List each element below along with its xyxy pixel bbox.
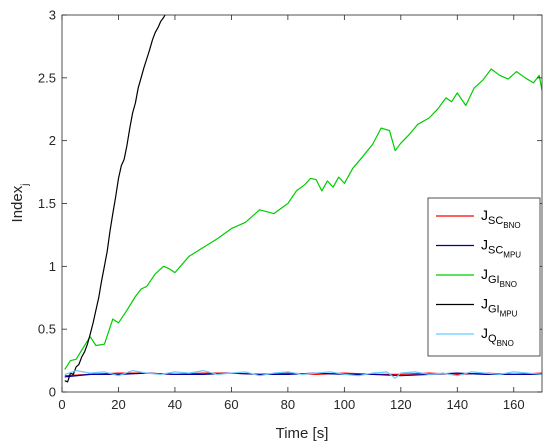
series-layer: [64, 15, 542, 383]
legend-label-subsub: BNO: [497, 339, 514, 348]
legend-label-subsub: MPU: [503, 251, 521, 260]
y-tick-label: 0.5: [38, 322, 56, 337]
y-tick-label: 0: [49, 385, 56, 400]
legend-item: JGIMPU: [436, 296, 518, 319]
legend-label: JSCBNO: [481, 207, 521, 230]
x-tick-label: 120: [390, 397, 412, 412]
y-tick-label: 1.5: [38, 196, 56, 211]
y-tick-label: 3: [49, 8, 56, 23]
x-tick-label: 80: [281, 397, 295, 412]
legend-label-sub: GI: [488, 304, 500, 316]
series-line-j-q-bno: [64, 370, 542, 379]
legend-label-sub: SC: [488, 215, 503, 227]
legend-label-sub: SC: [488, 245, 503, 257]
x-tick-label: 60: [224, 397, 238, 412]
legend-label-subsub: MPU: [500, 310, 518, 319]
legend-label-subsub: BNO: [503, 221, 520, 230]
legend-item: JSCBNO: [436, 207, 521, 230]
ticks-layer: 0 20 40 60 80 100 120 140 160 0 0.5 1 1.5 2 2.5 3: [38, 8, 542, 412]
legend-item: JSCMPU: [436, 237, 521, 260]
x-axis-label: Time [s]: [276, 425, 329, 442]
x-tick-label: 160: [503, 397, 525, 412]
y-axis-label-main: Index: [9, 185, 26, 222]
legend-label-sub: Q: [488, 333, 497, 345]
legend-box: [427, 197, 541, 357]
x-tick-label: 0: [58, 397, 65, 412]
x-tick-label: 20: [111, 397, 125, 412]
legend-item: JQBNO: [436, 325, 514, 348]
y-tick-label: 2.5: [38, 70, 56, 85]
legend-label-main: J: [481, 207, 488, 223]
legend-label-subsub: BNO: [500, 280, 517, 289]
x-tick-label: 140: [446, 397, 468, 412]
legend-item: JGIBNO: [436, 266, 517, 289]
y-tick-label: 1: [49, 259, 56, 274]
y-axis-label: Indexj: [9, 184, 31, 223]
x-tick-label: 100: [334, 397, 356, 412]
legend-label: JQBNO: [481, 325, 514, 348]
y-tick-label: 2: [49, 133, 56, 148]
legend-label-main: J: [481, 266, 488, 282]
x-tick-label: 40: [168, 397, 182, 412]
y-axis-label-sub: j: [20, 184, 31, 187]
legend-label-main: J: [481, 325, 488, 341]
legend-label: JGIBNO: [481, 266, 517, 289]
legend-label: JSCMPU: [481, 237, 521, 260]
series-line-j-sc-mpu: [64, 372, 542, 378]
legend-label-main: J: [481, 237, 488, 253]
legend-label-sub: GI: [488, 274, 500, 286]
series-line-j-gi-mpu: [64, 15, 166, 383]
legend-label: JGIMPU: [481, 296, 518, 319]
legend-label-main: J: [481, 296, 488, 312]
series-line-j-gi-bno: [64, 68, 542, 370]
